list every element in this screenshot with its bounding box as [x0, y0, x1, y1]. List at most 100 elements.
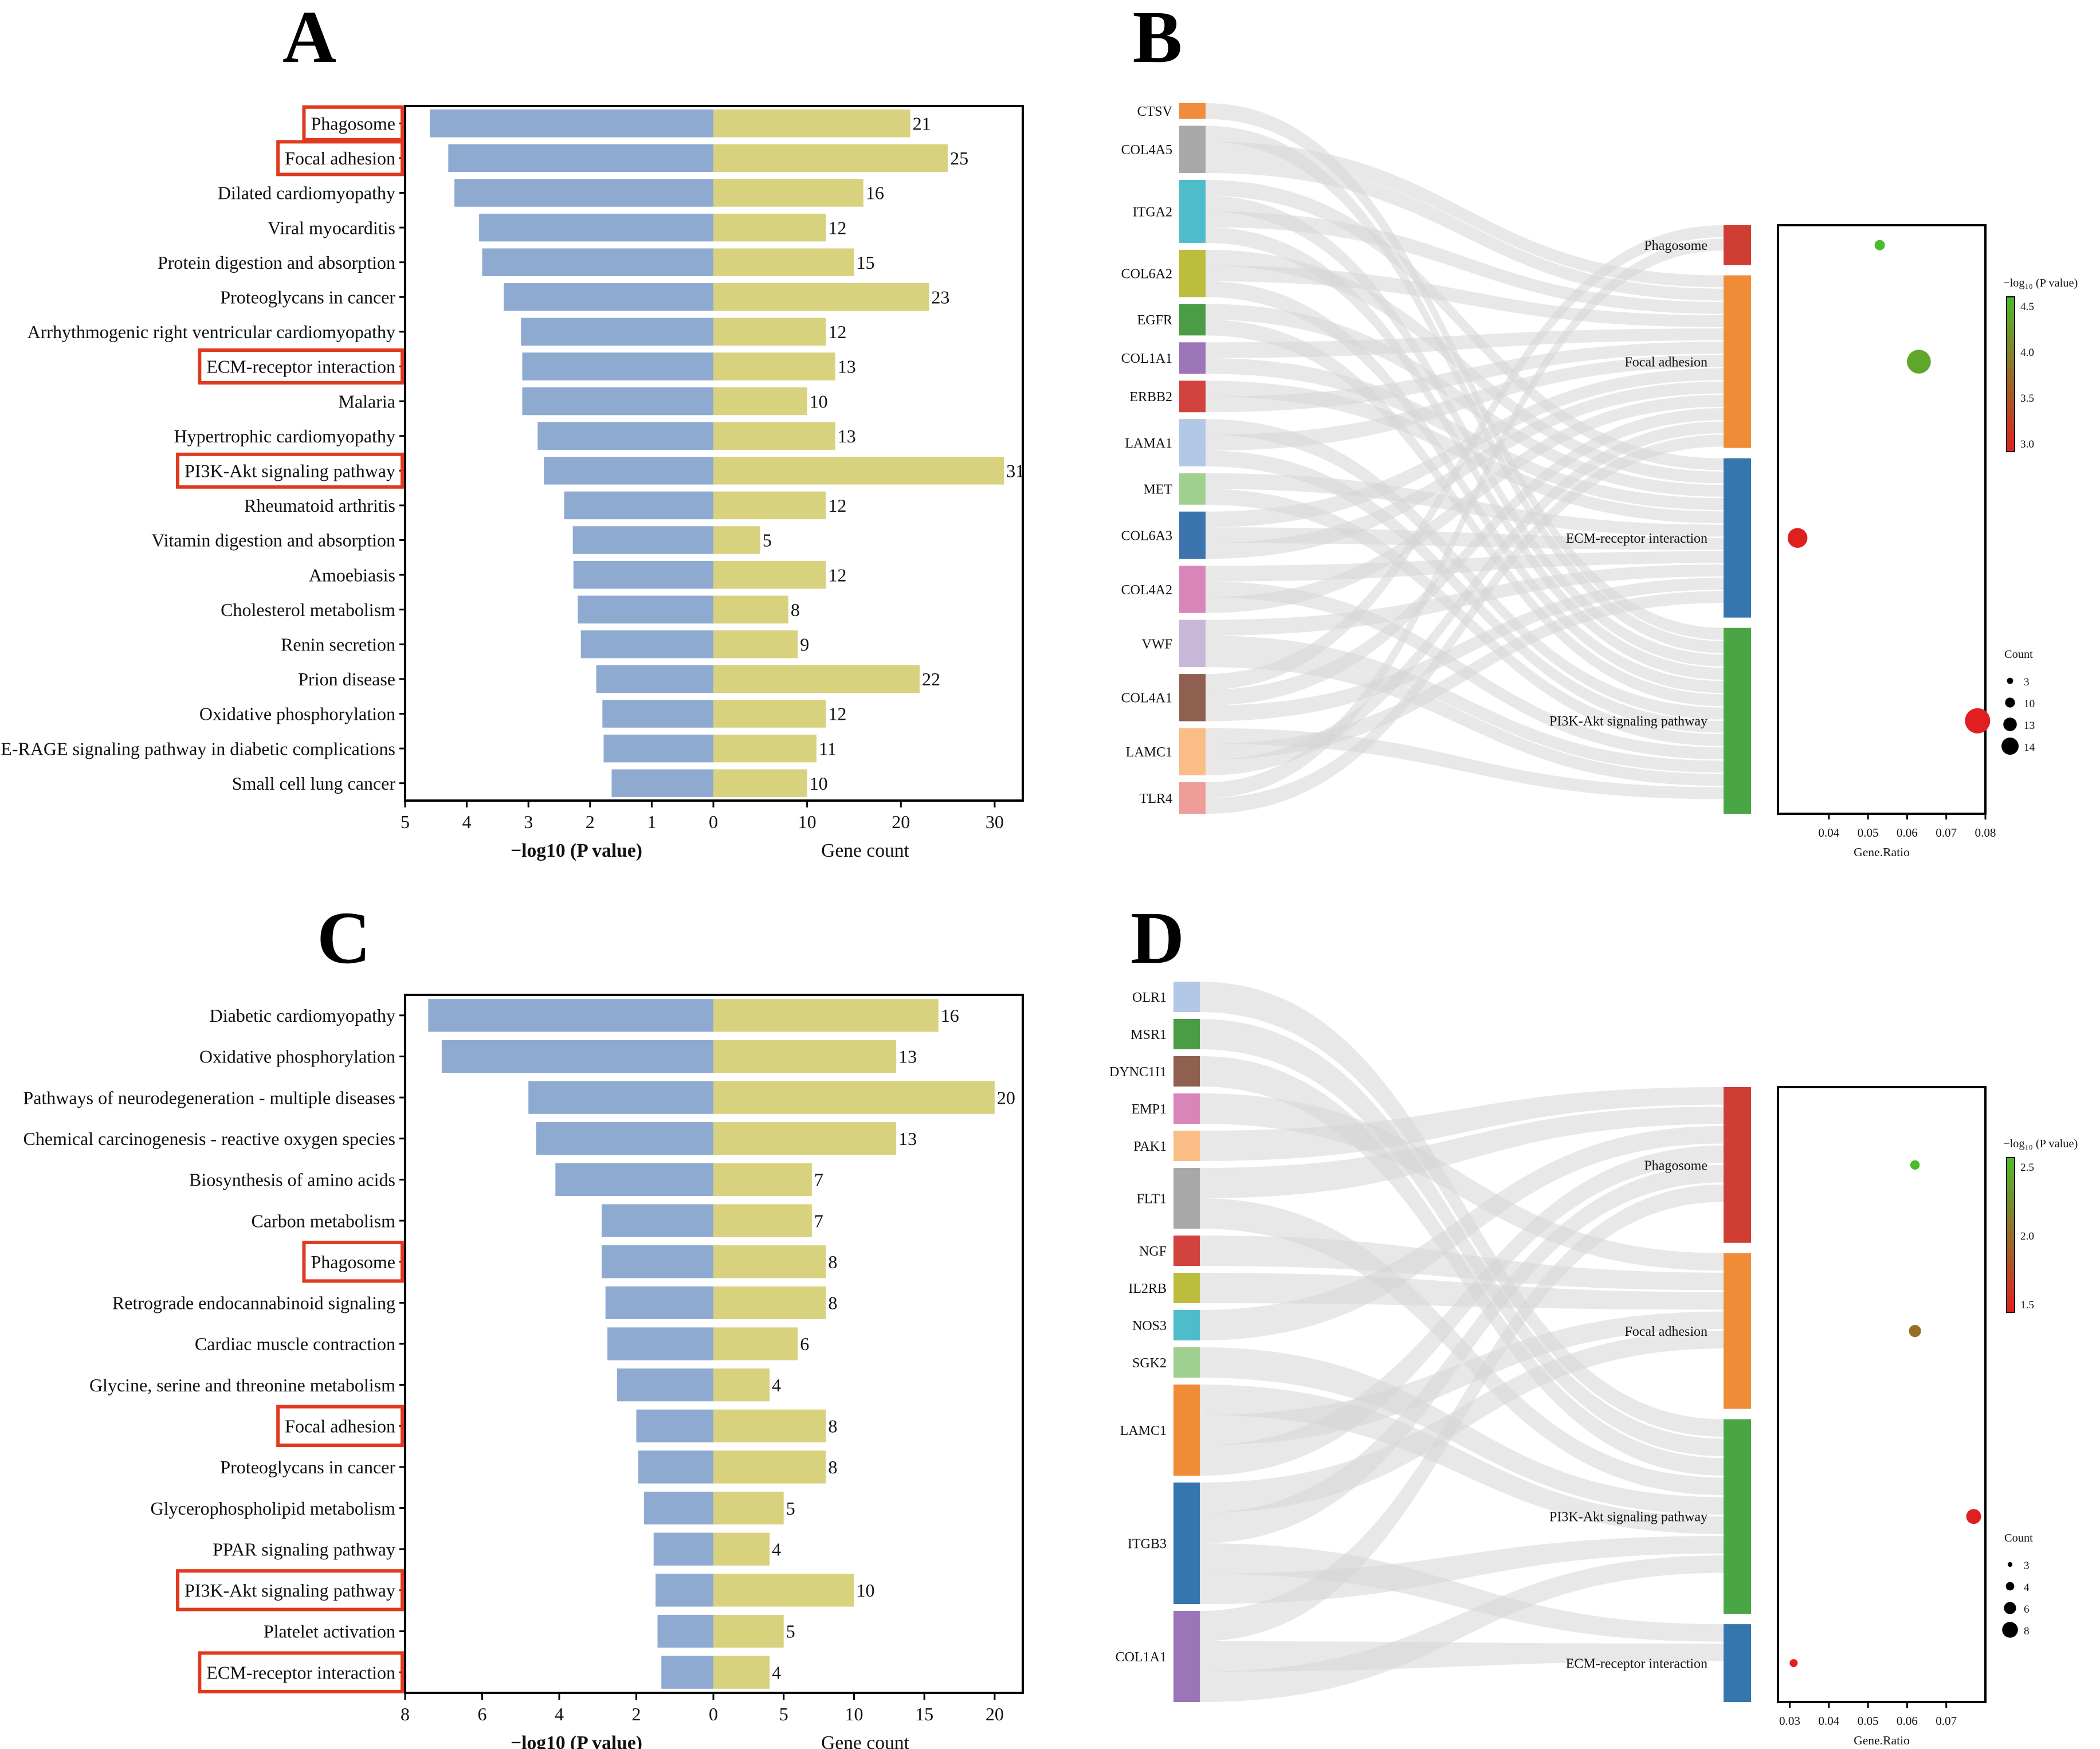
- highlight-box: [198, 348, 404, 385]
- size-legend-dot: [2005, 1582, 2015, 1591]
- sankey-gene-label: COL4A5: [1121, 143, 1172, 158]
- gene-count-label: 4: [772, 1375, 781, 1395]
- sankey-flow: [1206, 408, 1724, 706]
- category-label: Cholesterol metabolism: [221, 599, 395, 620]
- dot-ecm-receptor-interaction: [1789, 1659, 1798, 1668]
- bar-gene-count: [713, 248, 854, 276]
- gene-count-label: 23: [931, 287, 949, 308]
- category-label: Glycine, serine and threonine metabolism: [89, 1375, 395, 1395]
- bar-gene-count: [713, 1286, 826, 1320]
- sankey-flow: [1206, 281, 1724, 693]
- gene-count-label: 12: [828, 564, 846, 585]
- bar-neg-log10-p: [601, 1204, 713, 1237]
- category-label: Oxidative phosphorylation: [199, 1046, 395, 1067]
- sankey-flow: [1206, 211, 1724, 314]
- sankey-flow: [1206, 249, 1724, 484]
- sankey-pathway-label: PI3K-Akt signaling pathway: [1549, 714, 1708, 729]
- sankey-gene-node: [1179, 473, 1206, 505]
- sankey-gene-label: COL4A2: [1121, 583, 1172, 598]
- sankey-flow: [1200, 1184, 1724, 1641]
- bar-neg-log10-p: [564, 491, 713, 520]
- sankey-pathway-node: [1724, 1253, 1751, 1409]
- sankey-gene-node: [1173, 1483, 1200, 1604]
- x-tick-label: 0.05: [1858, 1714, 1879, 1728]
- bar-gene-count: [713, 422, 835, 450]
- bar-gene-count: [713, 595, 788, 623]
- bar-gene-count: [713, 1450, 826, 1484]
- sankey-gene-label: COL1A1: [1116, 1650, 1167, 1665]
- category-label: Protein digestion and absorption: [158, 252, 395, 273]
- x-tick-label: 4: [462, 811, 472, 832]
- sankey-flow: [1206, 141, 1724, 288]
- category-label: AGE-RAGE signaling pathway in diabetic c…: [0, 738, 395, 759]
- color-legend-bar: [2006, 296, 2015, 452]
- category-label: Focal adhesion: [285, 148, 395, 168]
- x-axis-label-left: −log10 (P value): [511, 1732, 642, 1749]
- sankey-gene-node: [1179, 342, 1206, 374]
- x-tick-label: 15: [915, 1704, 933, 1724]
- bar-neg-log10-p: [504, 283, 713, 311]
- bar-neg-log10-p: [428, 999, 713, 1032]
- sankey-flow: [1206, 395, 1724, 613]
- sankey-flow: [1200, 1106, 1724, 1198]
- bar-gene-count: [713, 109, 910, 138]
- gene-count-label: 8: [791, 599, 800, 620]
- bar-neg-log10-p: [482, 248, 713, 276]
- color-legend-tick: 2.0: [2020, 1230, 2034, 1242]
- bar-neg-log10-p: [537, 422, 713, 450]
- x-tick-label: 4: [555, 1704, 564, 1724]
- sankey-pathway-node: [1724, 225, 1751, 265]
- size-legend-label: 3: [2024, 1560, 2030, 1572]
- sankey-gene-label: COL1A1: [1121, 351, 1172, 366]
- x-tick-label: 0.05: [1858, 826, 1879, 840]
- bar-gene-count: [713, 1122, 897, 1155]
- sankey-flows: [1206, 103, 1724, 814]
- gene-count-label: 8: [828, 1415, 837, 1436]
- bar-gene-count: [713, 999, 939, 1032]
- sankey-gene-label: LAMA1: [1125, 436, 1172, 451]
- bar-neg-log10-p: [580, 630, 713, 658]
- category-label: Carbon metabolism: [251, 1210, 395, 1231]
- bar-gene-count: [713, 387, 807, 415]
- category-label: Renin secretion: [281, 634, 395, 655]
- sankey-gene-node: [1173, 1385, 1200, 1476]
- bar-gene-count: [713, 1327, 798, 1360]
- sankey-gene-label: MET: [1143, 483, 1172, 497]
- sankey-flow: [1206, 225, 1724, 690]
- sankey-flow: [1206, 578, 1724, 721]
- category-label: Small cell lung cancer: [232, 773, 396, 794]
- sankey-gene-node: [1179, 179, 1206, 243]
- bar-gene-count: [713, 630, 798, 658]
- size-legend-dot: [2001, 738, 2019, 755]
- category-label: Rheumatoid arthritis: [244, 495, 395, 516]
- size-legend-dot: [2005, 697, 2015, 708]
- bar-gene-count: [713, 1656, 770, 1689]
- x-tick-label: 0.04: [1818, 826, 1839, 840]
- panel-letter-a: A: [282, 0, 336, 79]
- x-tick-label: 8: [401, 1704, 410, 1724]
- sankey-flow: [1200, 1347, 1724, 1515]
- color-legend-tick: 3.5: [2020, 393, 2034, 405]
- sankey-gene-label: FLT1: [1137, 1191, 1167, 1206]
- bar-gene-count: [713, 1245, 826, 1279]
- sankey-flows: [1200, 982, 1724, 1702]
- highlight-box: [276, 1405, 404, 1447]
- sankey-gene-label: LAMC1: [1126, 745, 1172, 760]
- bar-gene-count: [713, 1040, 897, 1073]
- gene-count-label: 5: [786, 1498, 795, 1519]
- sankey-flow: [1206, 342, 1724, 413]
- gene-count-label: 12: [828, 495, 846, 516]
- x-tick-label: 0.06: [1897, 1714, 1918, 1728]
- x-tick-label: 3: [524, 811, 533, 832]
- size-legend-dot: [2007, 1562, 2013, 1567]
- category-label: Viral myocarditis: [268, 217, 395, 238]
- x-tick-label: 2: [586, 811, 595, 832]
- bar-neg-log10-p: [521, 317, 713, 346]
- dotplot-frame: [1777, 1086, 1987, 1703]
- sankey-gene-node: [1173, 1236, 1200, 1266]
- x-tick-label: 1: [647, 811, 656, 832]
- bar-gene-count: [713, 665, 920, 693]
- sankey-gene-node: [1173, 1168, 1200, 1229]
- sankey-gene-node: [1173, 1310, 1200, 1340]
- bar-gene-count: [713, 1368, 770, 1402]
